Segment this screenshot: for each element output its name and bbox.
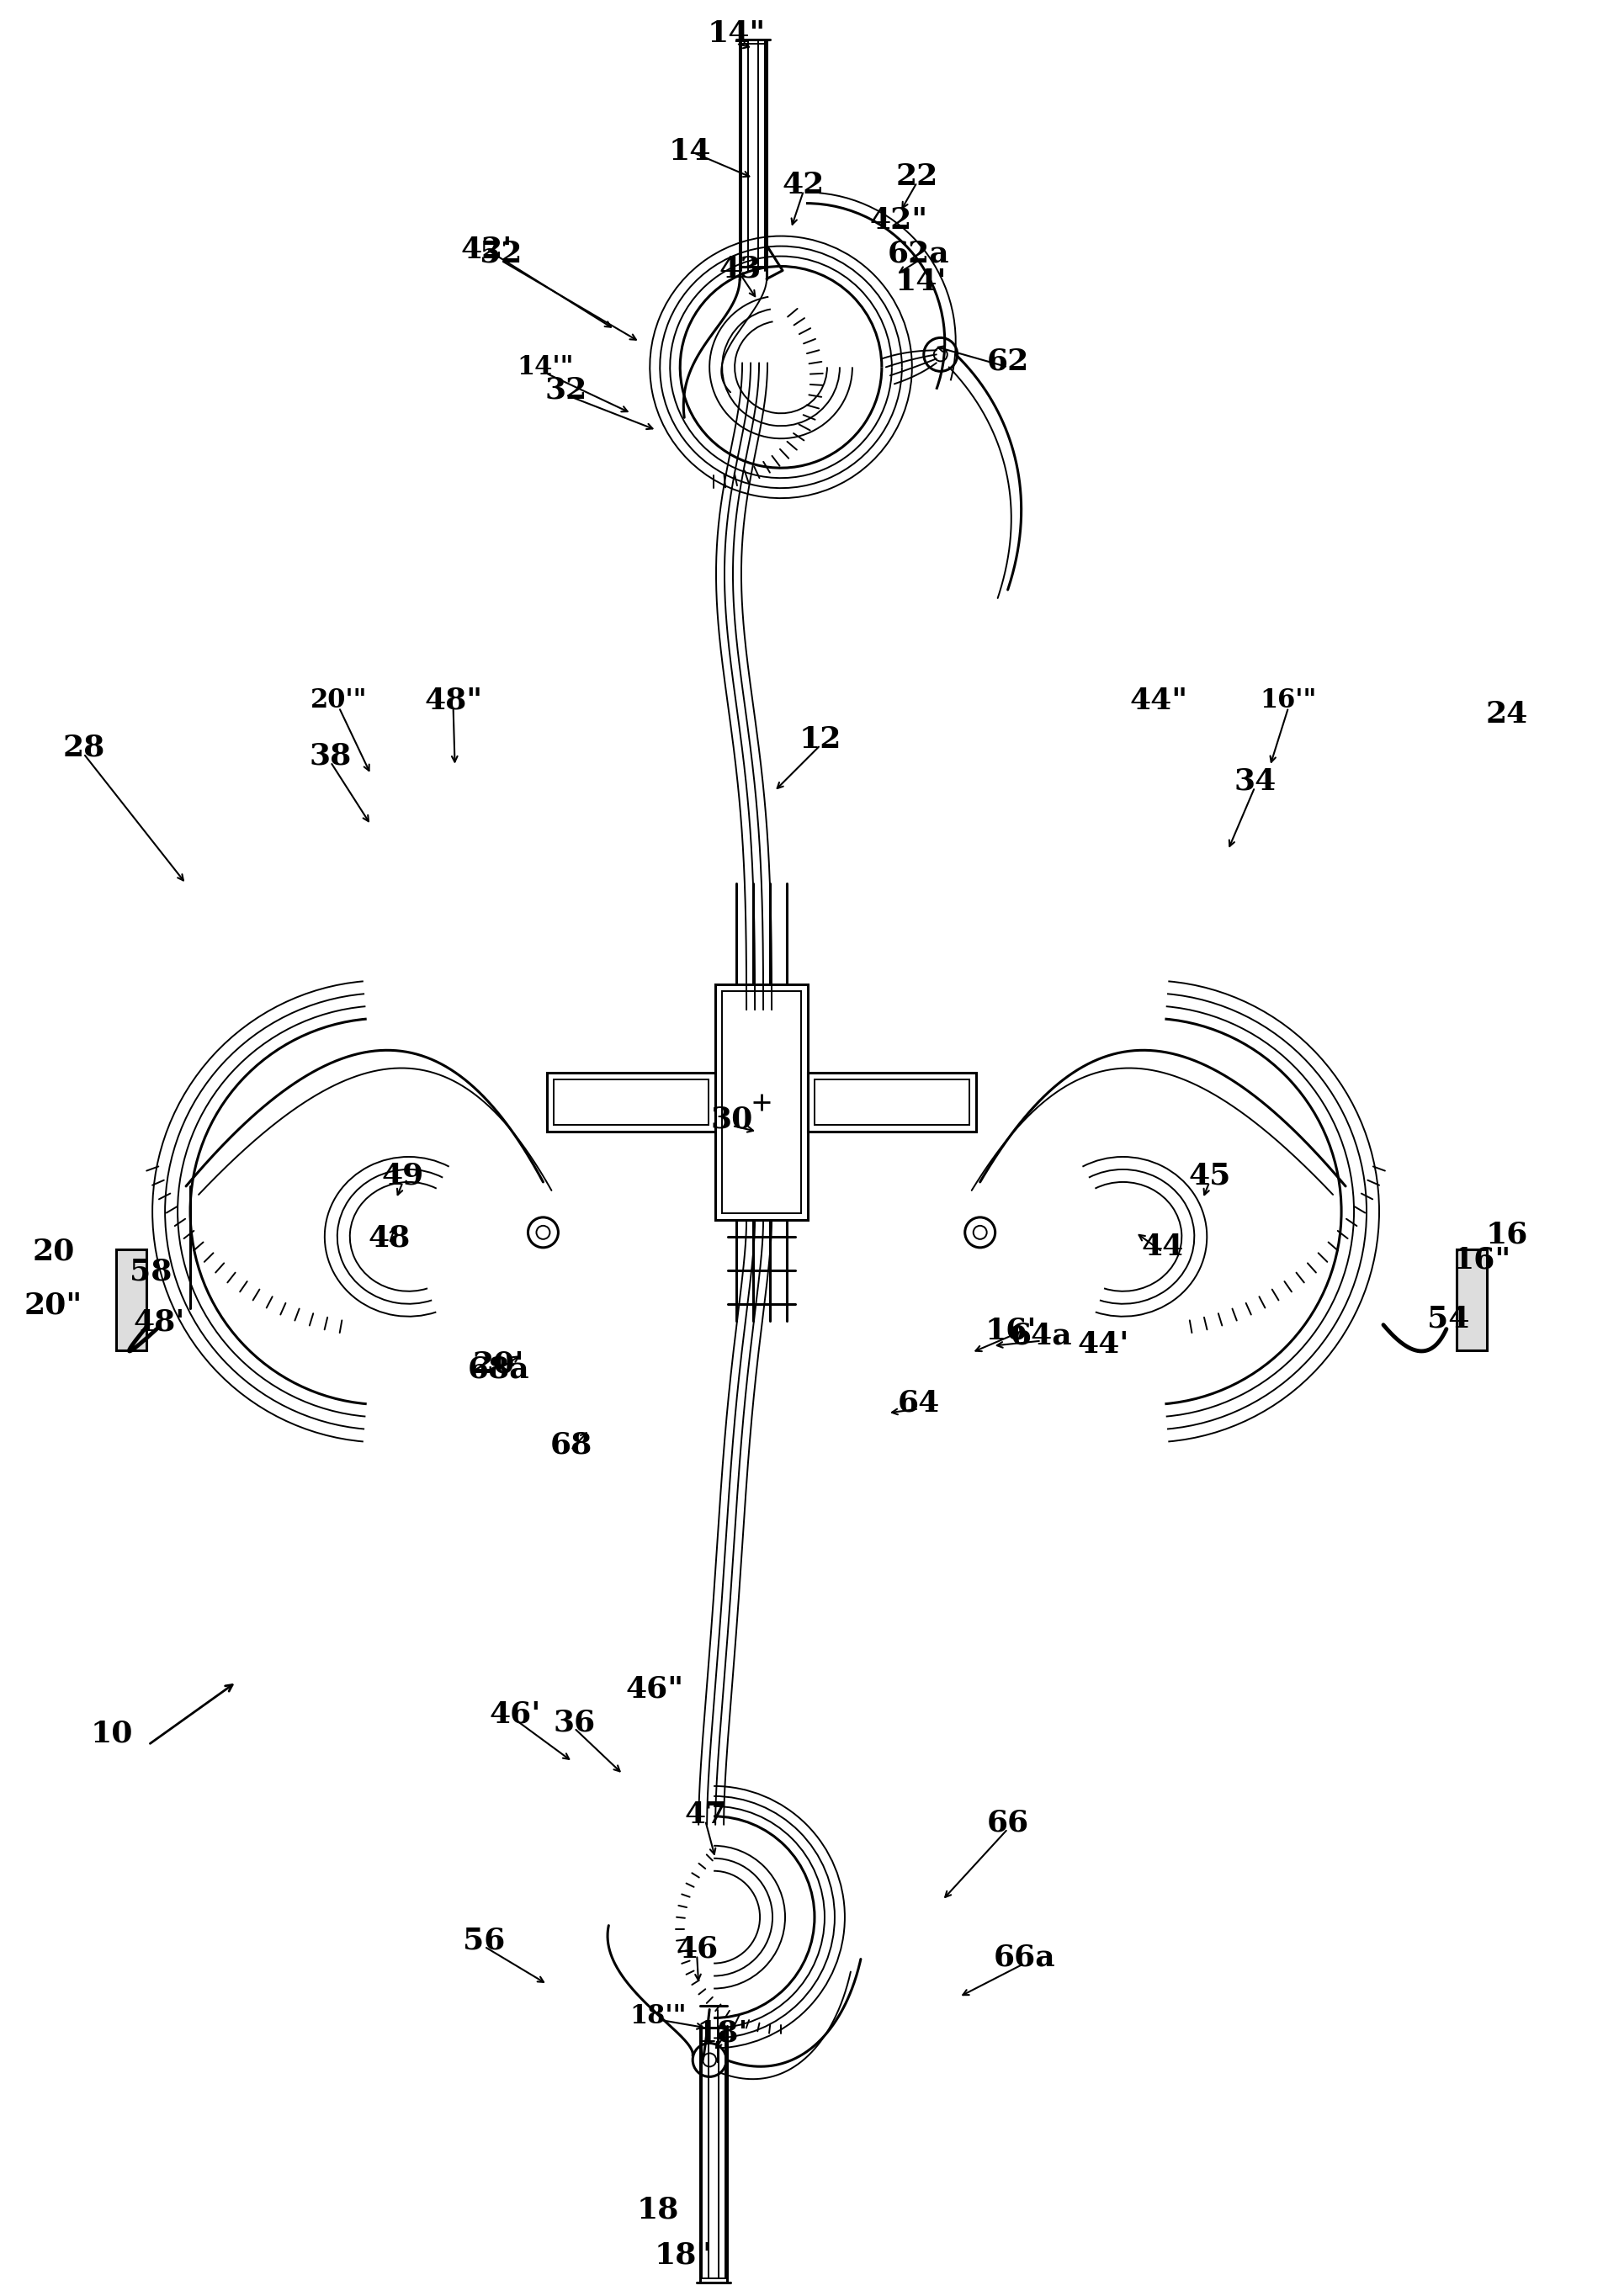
Text: 18'": 18'" bbox=[630, 2002, 686, 2030]
Circle shape bbox=[527, 1217, 558, 1247]
Text: 46': 46' bbox=[489, 1699, 540, 1729]
Text: 49: 49 bbox=[382, 1162, 423, 1189]
Circle shape bbox=[933, 347, 947, 360]
Text: 42: 42 bbox=[782, 170, 824, 200]
Text: 43: 43 bbox=[720, 255, 761, 282]
Text: 20: 20 bbox=[32, 1238, 74, 1265]
Text: 14': 14' bbox=[894, 266, 947, 296]
Text: 16'": 16'" bbox=[1260, 687, 1316, 714]
Text: 14'": 14'" bbox=[518, 354, 574, 381]
Text: 18: 18 bbox=[636, 2195, 680, 2225]
Text: 62: 62 bbox=[986, 347, 1029, 377]
Text: 56: 56 bbox=[463, 1926, 505, 1954]
Text: 10: 10 bbox=[91, 1720, 133, 1747]
Circle shape bbox=[973, 1226, 986, 1240]
Text: 44": 44" bbox=[1130, 687, 1188, 714]
Text: 14: 14 bbox=[668, 138, 712, 165]
Text: 14": 14" bbox=[707, 18, 765, 48]
Text: 22: 22 bbox=[896, 163, 938, 191]
Text: 38: 38 bbox=[309, 742, 351, 771]
Bar bbox=[808, 1072, 975, 1132]
Circle shape bbox=[535, 1226, 550, 1240]
Text: 18': 18' bbox=[696, 2018, 747, 2048]
Text: 36: 36 bbox=[553, 1708, 595, 1736]
Text: 20': 20' bbox=[473, 1350, 524, 1378]
Text: 44': 44' bbox=[1077, 1329, 1129, 1359]
Text: 47: 47 bbox=[684, 1800, 726, 1830]
Text: 18": 18" bbox=[654, 2241, 712, 2268]
Text: 68a: 68a bbox=[468, 1355, 529, 1384]
Text: 48: 48 bbox=[369, 1224, 410, 1254]
Circle shape bbox=[692, 2043, 726, 2078]
Text: 52: 52 bbox=[479, 239, 523, 269]
Text: 34: 34 bbox=[1233, 767, 1276, 797]
Text: 58: 58 bbox=[130, 1258, 172, 1286]
Text: 42": 42" bbox=[869, 207, 927, 234]
Bar bbox=[814, 1079, 968, 1125]
Bar bbox=[547, 1072, 715, 1132]
Text: 64: 64 bbox=[898, 1389, 939, 1417]
Bar bbox=[117, 1249, 146, 1350]
Text: 46: 46 bbox=[675, 1936, 718, 1963]
Text: 64a: 64a bbox=[1010, 1322, 1072, 1350]
Text: 28: 28 bbox=[63, 732, 104, 762]
Text: 12: 12 bbox=[798, 726, 842, 753]
Bar bbox=[715, 985, 808, 1219]
Text: 42': 42' bbox=[460, 234, 513, 264]
Text: 54: 54 bbox=[1427, 1304, 1468, 1334]
Text: 30: 30 bbox=[710, 1104, 753, 1134]
Circle shape bbox=[923, 338, 957, 372]
Circle shape bbox=[965, 1217, 994, 1247]
Bar bbox=[553, 1079, 709, 1125]
Text: 24: 24 bbox=[1484, 700, 1528, 728]
Text: 68: 68 bbox=[550, 1430, 592, 1460]
Text: 62a: 62a bbox=[888, 239, 949, 269]
Text: 16': 16' bbox=[984, 1316, 1037, 1345]
Text: 48': 48' bbox=[133, 1309, 184, 1336]
Bar bbox=[1456, 1249, 1486, 1350]
Text: 48": 48" bbox=[423, 687, 483, 714]
Text: 46": 46" bbox=[625, 1674, 683, 1704]
Circle shape bbox=[702, 2053, 717, 2066]
Text: 16: 16 bbox=[1484, 1221, 1528, 1249]
Text: 44: 44 bbox=[1141, 1233, 1183, 1261]
Text: 32: 32 bbox=[545, 377, 587, 404]
Text: 66: 66 bbox=[986, 1809, 1029, 1837]
Text: 45: 45 bbox=[1188, 1162, 1230, 1189]
Bar bbox=[721, 992, 800, 1212]
Text: 20": 20" bbox=[24, 1290, 82, 1320]
Text: 16": 16" bbox=[1452, 1247, 1510, 1274]
Text: 66a: 66a bbox=[994, 1942, 1055, 1972]
Text: 20'": 20'" bbox=[311, 687, 367, 714]
